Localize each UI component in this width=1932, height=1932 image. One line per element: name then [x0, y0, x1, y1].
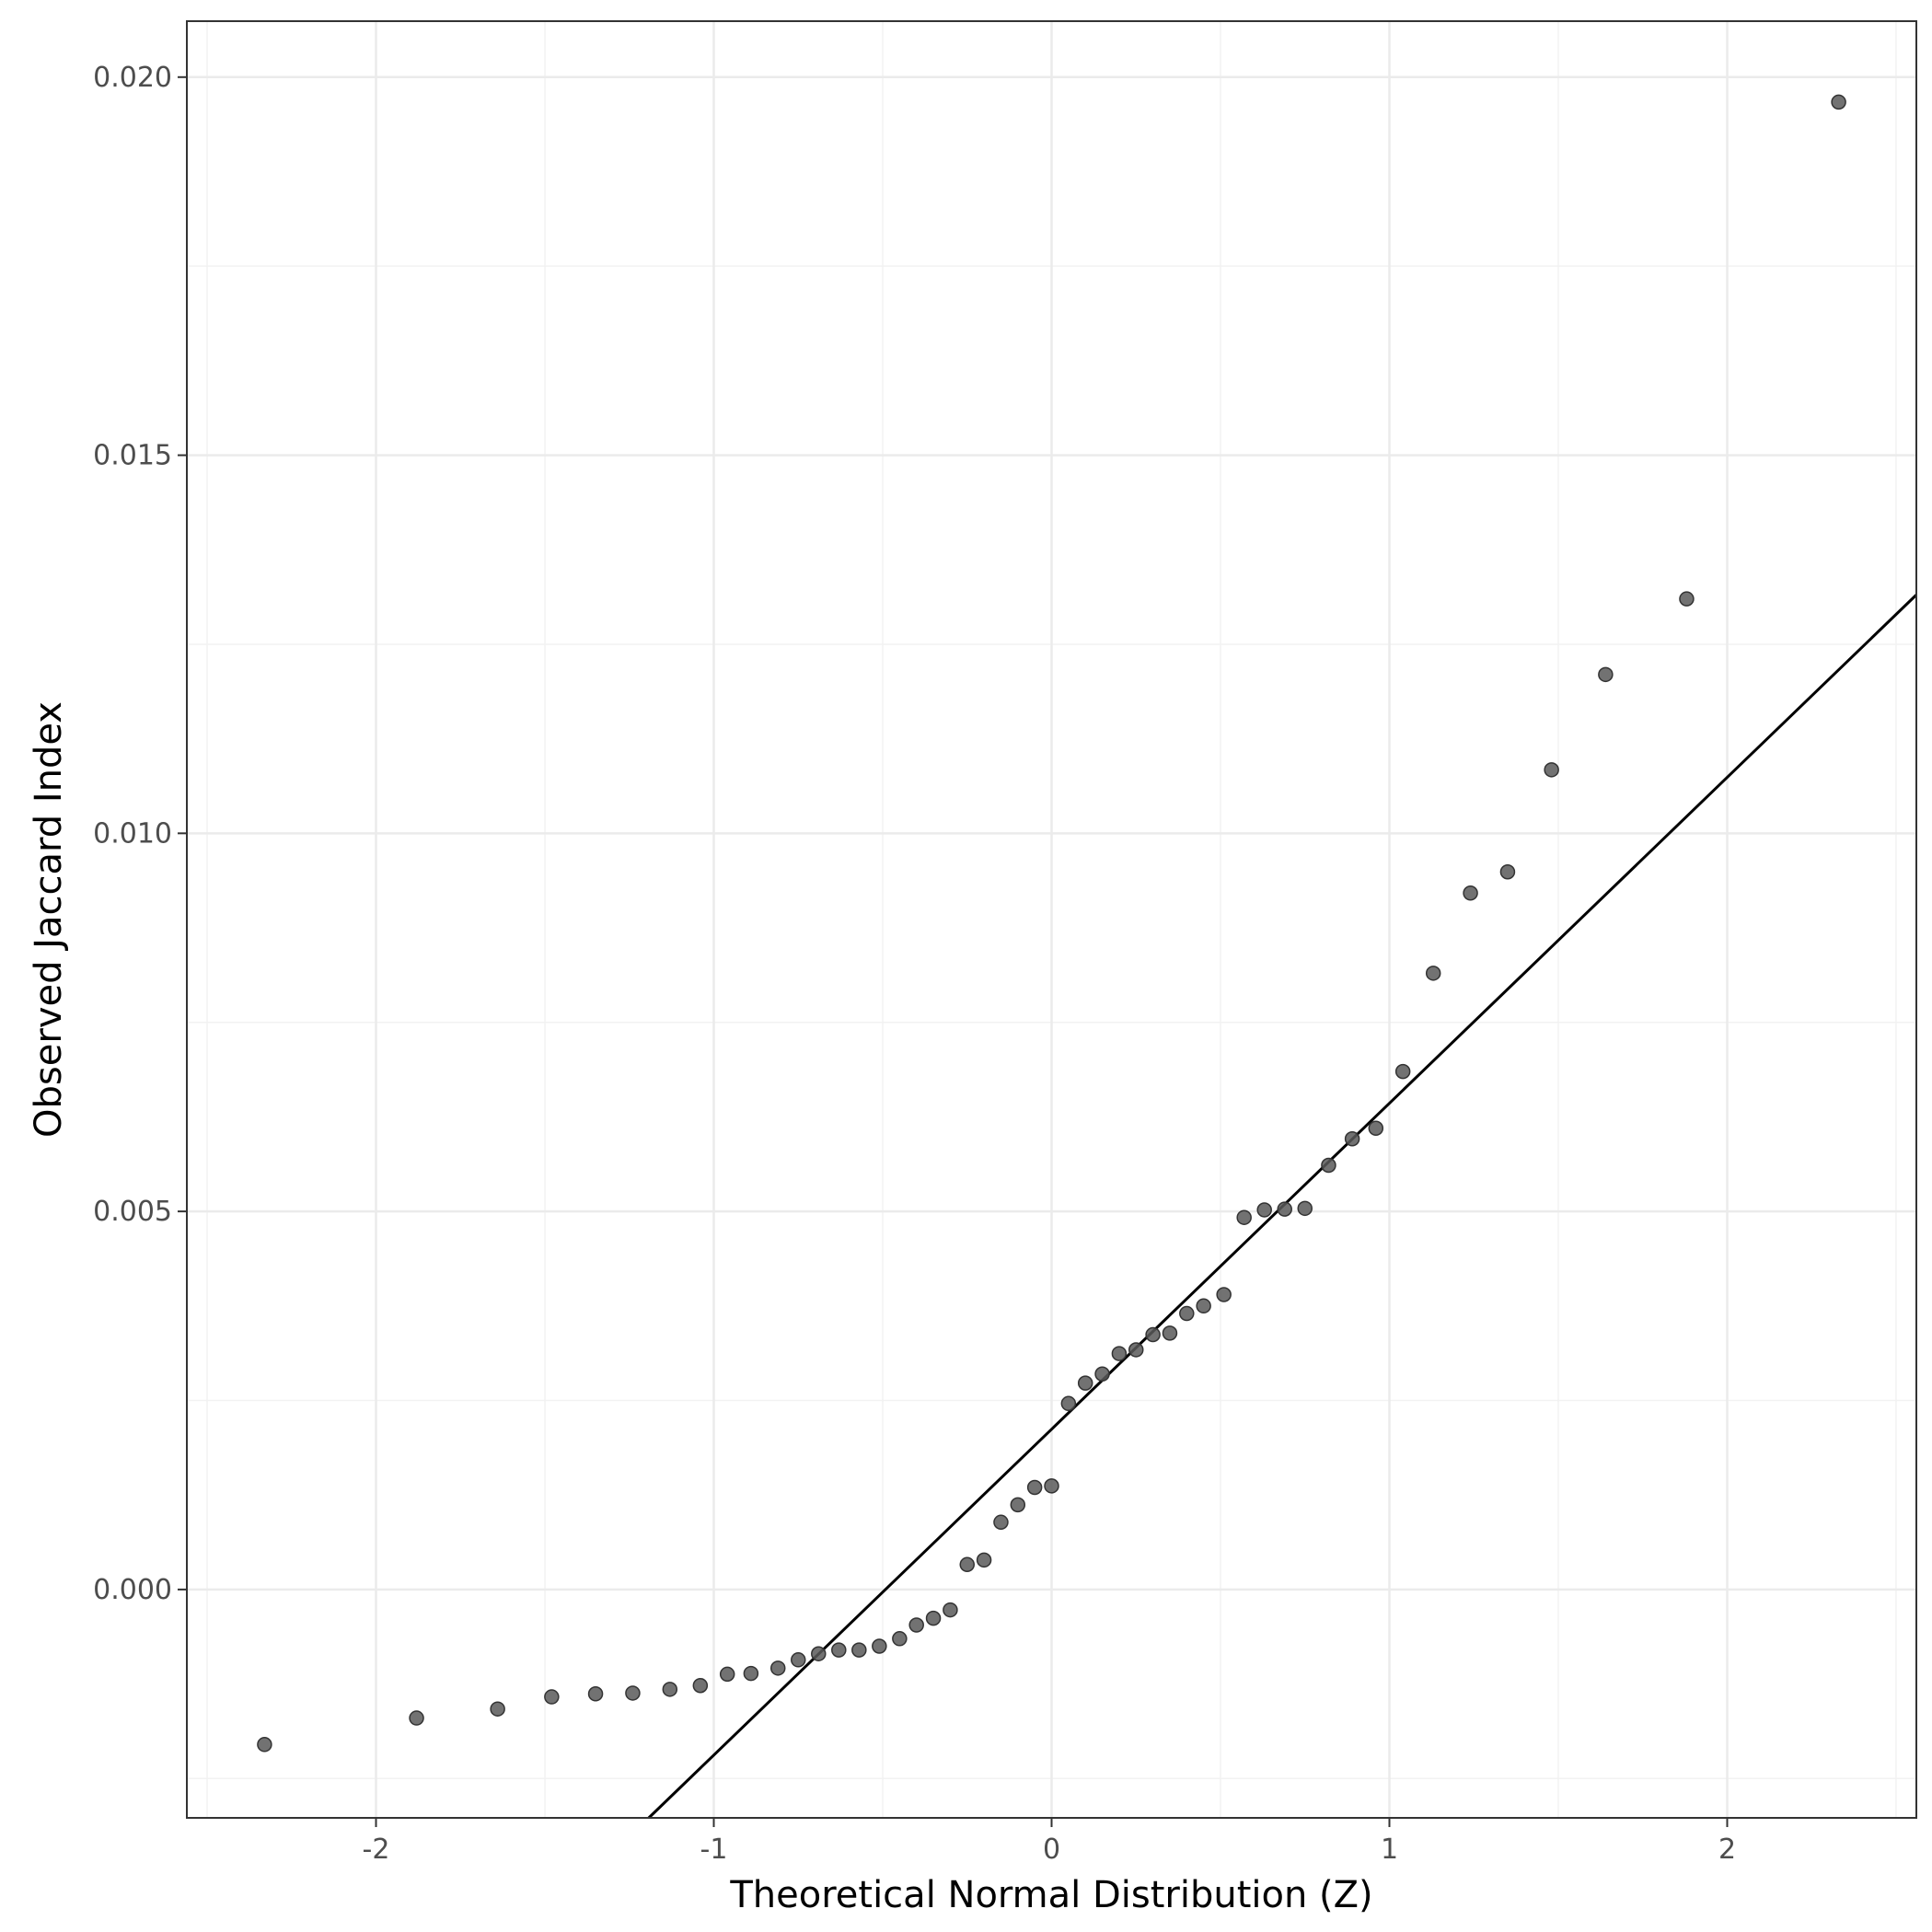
- x-axis-title: Theoretical Normal Distribution (Z): [729, 1874, 1372, 1916]
- y-tick-label: 0.005: [93, 1196, 172, 1228]
- data-point: [1463, 885, 1478, 901]
- data-point: [719, 1666, 735, 1683]
- data-point: [1831, 94, 1846, 110]
- data-point: [544, 1689, 560, 1705]
- y-tick-label: 0.015: [93, 440, 172, 472]
- data-point: [872, 1638, 887, 1654]
- data-point: [1145, 1326, 1161, 1343]
- data-point: [1368, 1120, 1384, 1136]
- x-tick-label: -1: [700, 1834, 728, 1866]
- data-point: [831, 1642, 847, 1658]
- data-point: [1111, 1346, 1128, 1361]
- data-point: [1321, 1157, 1336, 1174]
- data-point: [743, 1665, 759, 1682]
- data-point: [409, 1710, 424, 1726]
- x-tick-label: 1: [1381, 1834, 1398, 1866]
- data-point: [959, 1556, 976, 1573]
- data-point: [1216, 1287, 1232, 1302]
- data-point: [1196, 1298, 1211, 1314]
- data-point: [1256, 1202, 1272, 1218]
- data-point: [1544, 762, 1559, 778]
- data-point: [1236, 1209, 1252, 1225]
- data-point: [892, 1631, 908, 1647]
- data-point: [692, 1677, 709, 1694]
- x-axis-ticks: -2 -1 0 1 2: [363, 1818, 1736, 1866]
- data-point: [908, 1617, 924, 1633]
- data-point: [1598, 666, 1614, 683]
- data-point: [943, 1602, 958, 1618]
- data-point: [1010, 1497, 1026, 1513]
- data-point: [1077, 1375, 1093, 1391]
- y-axis-ticks: 0.000 0.005 0.010 0.015 0.020: [93, 62, 187, 1606]
- y-tick-label: 0.020: [93, 62, 172, 94]
- data-point: [976, 1552, 992, 1568]
- x-tick-label: -2: [363, 1834, 390, 1866]
- x-tick-label: 0: [1043, 1834, 1060, 1866]
- data-point: [1044, 1478, 1059, 1494]
- data-point: [1179, 1305, 1195, 1322]
- data-point: [1162, 1325, 1178, 1341]
- data-point: [851, 1642, 867, 1658]
- data-point: [811, 1646, 827, 1661]
- data-point: [1499, 863, 1516, 880]
- data-point: [1026, 1479, 1043, 1496]
- data-point: [587, 1686, 604, 1702]
- data-point: [769, 1660, 786, 1676]
- y-tick-label: 0.010: [93, 817, 172, 850]
- data-points: [257, 94, 1846, 1753]
- y-axis-title: Observed Jaccard Index: [28, 701, 70, 1138]
- data-point: [1679, 591, 1695, 607]
- data-point: [1297, 1200, 1313, 1217]
- x-tick-label: 2: [1718, 1834, 1736, 1866]
- data-point: [925, 1610, 942, 1626]
- data-point: [1394, 1063, 1411, 1080]
- major-gridlines: [187, 21, 1916, 1818]
- data-point: [1277, 1201, 1292, 1217]
- data-point: [662, 1682, 678, 1697]
- data-point: [791, 1652, 806, 1668]
- data-point: [490, 1701, 505, 1717]
- data-point: [625, 1685, 641, 1701]
- data-point: [1344, 1130, 1360, 1147]
- data-point: [1094, 1366, 1110, 1382]
- y-tick-label: 0.000: [93, 1574, 172, 1606]
- data-point: [1425, 966, 1441, 981]
- data-point: [1128, 1342, 1144, 1358]
- data-point: [993, 1514, 1009, 1531]
- data-point: [1060, 1395, 1077, 1412]
- data-point: [257, 1737, 272, 1753]
